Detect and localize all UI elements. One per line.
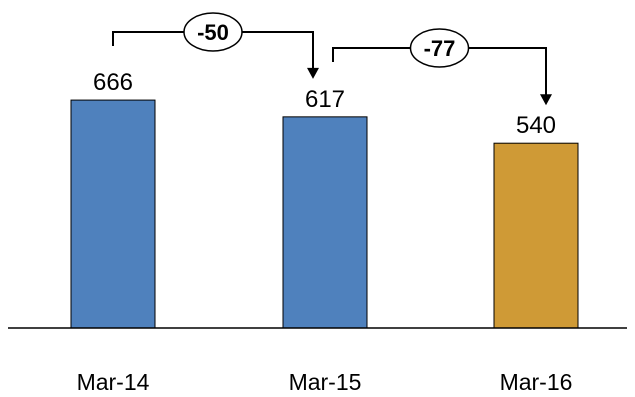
category-label-mar-14: Mar-14 — [77, 369, 150, 395]
change-label-2: -77 — [424, 36, 456, 61]
category-labels-layer: Mar-14 Mar-15 Mar-16 — [77, 369, 573, 395]
annotations-layer: -50 -77 — [112, 12, 552, 106]
value-label-mar-15: 617 — [305, 86, 345, 113]
bar-mar-15 — [282, 116, 368, 329]
change-arrowhead-1 — [307, 67, 319, 79]
value-labels-layer: 666 617 540 — [93, 69, 556, 139]
change-label-1: -50 — [197, 20, 229, 45]
bar-mar-14 — [70, 99, 156, 329]
category-label-mar-15: Mar-15 — [289, 369, 362, 395]
value-label-mar-14: 666 — [93, 69, 133, 96]
bar-mar-16 — [493, 142, 579, 329]
category-label-mar-16: Mar-16 — [500, 369, 573, 395]
value-label-mar-16: 540 — [516, 112, 556, 139]
change-oval-1 — [183, 12, 243, 52]
bars-layer — [70, 99, 579, 329]
change-arrowhead-2 — [540, 94, 552, 106]
change-oval-2 — [409, 28, 470, 68]
